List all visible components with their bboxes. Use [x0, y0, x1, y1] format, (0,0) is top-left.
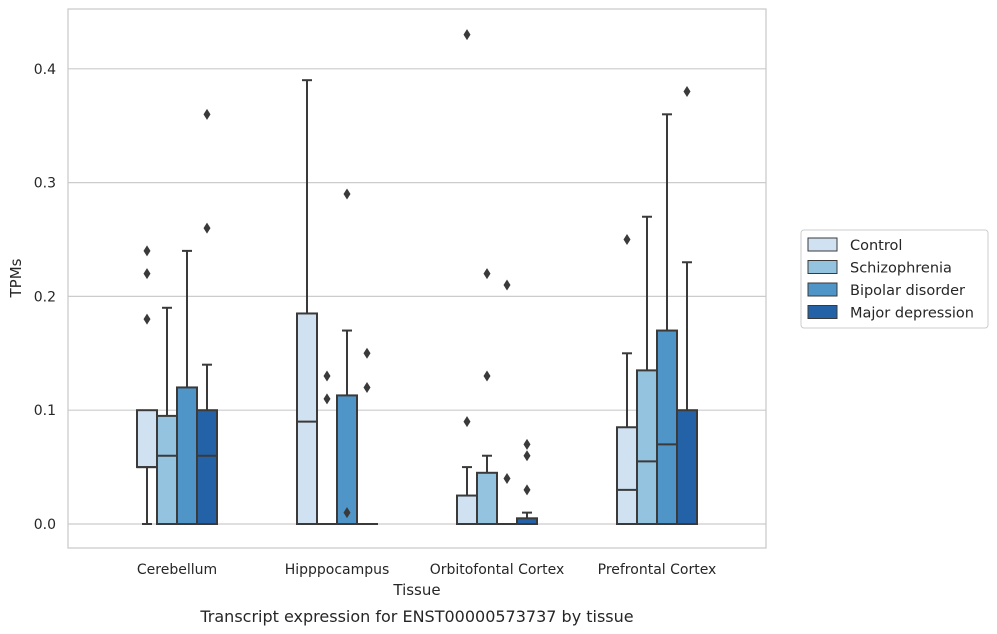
box-body: [136, 409, 158, 469]
box-body: [656, 329, 678, 526]
outlier-point: [483, 370, 491, 382]
box-bipolar-disorder: [176, 249, 198, 525]
legend-swatch: [807, 282, 838, 297]
y-axis-label: TPMs: [7, 258, 25, 298]
x-axis-label: Tissue: [392, 581, 440, 599]
plot-frame: [67, 8, 767, 549]
x-tick-label: Hipppocampus: [285, 562, 390, 578]
box-major-depression: [356, 347, 378, 526]
legend-label: Schizophrenia: [850, 261, 952, 277]
legend-label: Control: [850, 238, 902, 254]
box-body: [156, 414, 178, 526]
legend: Control Schizophrenia Bipolar disorder Majo…: [800, 229, 989, 329]
outlier-point: [143, 245, 151, 257]
outlier-point: [623, 234, 631, 245]
legend-item: Control: [807, 237, 902, 254]
box-bipolar-disorder: [336, 188, 358, 525]
x-axis-ticks: Cerebellum Hipppocampus Orbitofontal Corte…: [137, 562, 716, 578]
box-schizophrenia: [636, 215, 658, 525]
legend-item: Bipolar disorder: [807, 282, 965, 299]
outlier-point: [363, 381, 371, 393]
box-body: [676, 409, 698, 526]
outlier-point: [203, 108, 211, 120]
legend-item: Major depression: [807, 305, 974, 322]
y-tick-label: 0.2: [34, 289, 56, 305]
x-tick-label: Cerebellum: [137, 562, 217, 578]
outlier-point: [203, 222, 211, 234]
plot-area: [136, 29, 698, 526]
outlier-point: [503, 472, 511, 484]
outlier-point: [503, 279, 511, 291]
outlier-point: [363, 347, 371, 359]
box-schizophrenia: [316, 370, 338, 526]
legend-swatch: [807, 260, 838, 274]
x-tick-label: Prefrontal Cortex: [598, 562, 717, 578]
outlier-point: [343, 188, 351, 200]
box-major-depression: [196, 108, 218, 526]
outlier-point: [323, 393, 331, 405]
outlier-point: [683, 86, 691, 98]
outlier-point: [523, 450, 531, 462]
box-body: [616, 426, 638, 525]
box-body: [296, 312, 318, 525]
box-body: [336, 394, 358, 525]
box-major-depression: [516, 438, 538, 525]
outlier-point: [143, 313, 151, 325]
legend-label: Bipolar disorder: [850, 283, 965, 299]
box-schizophrenia: [476, 268, 498, 526]
outlier-point: [483, 268, 491, 280]
box-body: [636, 369, 658, 525]
legend-label: Major depression: [850, 306, 974, 322]
box-body: [456, 494, 478, 525]
box-control: [456, 29, 478, 525]
y-axis-ticks: 0.0 0.1 0.2 0.3 0.4: [34, 62, 56, 533]
x-tick-label: Orbitofontal Cortex: [430, 562, 565, 578]
box-major-depression: [676, 86, 698, 526]
box-control: [136, 245, 158, 525]
y-tick-label: 0.3: [34, 176, 56, 192]
chart-caption: Transcript expression for ENST0000057373…: [199, 607, 633, 626]
outlier-point: [523, 484, 531, 496]
legend-swatch: [807, 237, 838, 252]
legend-item: Schizophrenia: [807, 260, 952, 277]
outlier-point: [343, 507, 351, 519]
box-schizophrenia: [156, 306, 178, 526]
outlier-point: [523, 438, 531, 450]
outlier-point: [463, 416, 471, 428]
box-body: [176, 386, 198, 525]
outlier-point: [143, 268, 151, 280]
box-control: [616, 234, 638, 525]
y-tick-label: 0.0: [34, 517, 56, 533]
box-body: [476, 471, 498, 526]
box-bipolar-disorder: [656, 113, 678, 526]
y-tick-label: 0.1: [34, 403, 56, 419]
outlier-point: [323, 370, 331, 382]
box-body: [196, 409, 218, 526]
legend-swatch: [807, 305, 838, 319]
box-bipolar-disorder: [496, 279, 518, 526]
y-tick-label: 0.4: [34, 62, 56, 78]
outlier-point: [463, 29, 471, 41]
box-control: [296, 79, 318, 525]
legend-box: [800, 229, 989, 329]
